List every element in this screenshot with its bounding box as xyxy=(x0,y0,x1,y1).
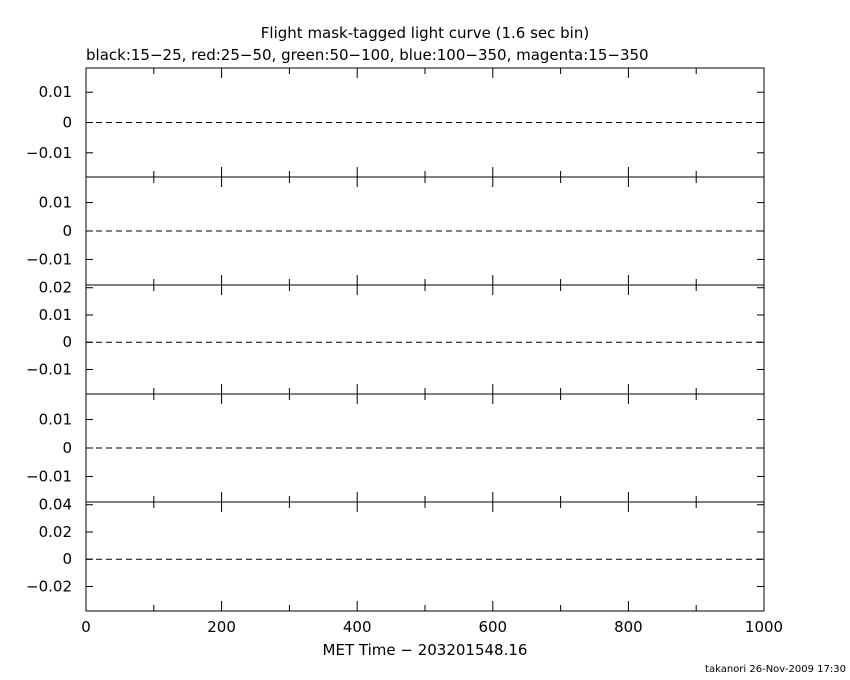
y-tick-label: 0.01 xyxy=(39,194,72,212)
x-axis-label: MET Time − 203201548.16 xyxy=(323,641,528,659)
panel-4: 0.01 0 −0.01 xyxy=(26,393,765,503)
y-tick-label: 0.02 xyxy=(39,279,72,297)
panel-5: 0.04 0.02 0 −0.02 xyxy=(26,496,765,612)
y-tick-label: 0.01 xyxy=(39,411,72,429)
panel-3: 0.02 0.01 0 −0.01 xyxy=(26,279,765,395)
y-tick-label: −0.01 xyxy=(26,250,72,268)
x-tick-label: 400 xyxy=(343,618,372,636)
panel-2: 0.01 0 −0.01 xyxy=(26,176,765,286)
plot-credit: takanori 26-Nov-2009 17:30 xyxy=(705,664,846,675)
x-tick-label: 0 xyxy=(81,618,91,636)
y-tick-label: 0 xyxy=(62,550,72,568)
panel-frame xyxy=(85,501,765,612)
x-tick-label: 200 xyxy=(207,618,236,636)
y-tick-label: 0 xyxy=(62,439,72,457)
x-tick-label: 800 xyxy=(614,618,643,636)
y-tick-label: 0.01 xyxy=(39,306,72,324)
chart-subtitle: black:15−25, red:25−50, green:50−100, bl… xyxy=(86,46,649,64)
y-tick-label: 0.01 xyxy=(39,83,72,101)
panels-group: 0.01 0 −0.01 0.01 0 −0.01 0.02 0.01 0 −0.01 0.01 0 −… xyxy=(26,67,765,612)
y-tick-label: −0.01 xyxy=(26,360,72,378)
x-tick-label: 1000 xyxy=(745,618,783,636)
panel-frame xyxy=(85,284,765,395)
y-tick-label: 0 xyxy=(62,222,72,240)
chart-title: Flight mask-tagged light curve (1.6 sec … xyxy=(261,24,589,42)
y-tick-label: −0.01 xyxy=(26,144,72,162)
y-tick-label: −0.01 xyxy=(26,467,72,485)
y-tick-label: 0 xyxy=(62,114,72,132)
y-tick-label: 0.02 xyxy=(39,523,72,541)
y-tick-label: 0 xyxy=(62,333,72,351)
panel-1: 0.01 0 −0.01 xyxy=(26,67,765,178)
x-axis: 0 200 400 600 800 1000 xyxy=(81,618,783,636)
y-tick-label: −0.02 xyxy=(26,577,72,595)
x-tick-label: 600 xyxy=(478,618,507,636)
y-tick-label: 0.04 xyxy=(39,496,72,514)
